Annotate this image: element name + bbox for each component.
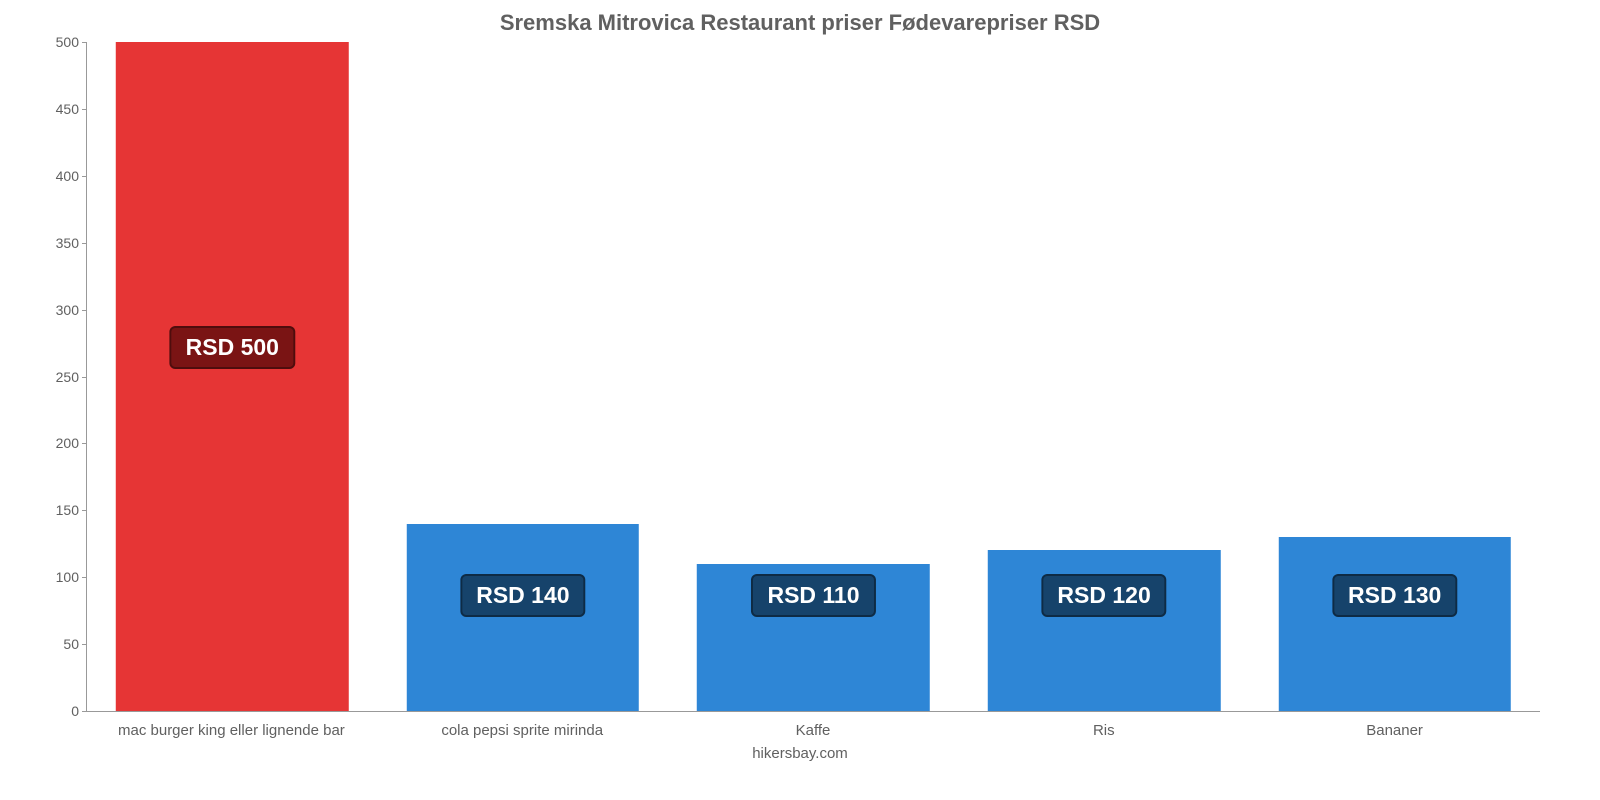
y-tick-label: 500	[56, 34, 79, 50]
bar-slot: RSD 120	[959, 42, 1250, 711]
y-tick-mark	[82, 577, 87, 578]
plot-area: RSD 500RSD 140RSD 110RSD 120RSD 130 0501…	[86, 42, 1540, 712]
value-badge: RSD 110	[751, 574, 875, 617]
x-axis-label: Bananer	[1249, 712, 1540, 739]
chart-title: Sremska Mitrovica Restaurant priser Føde…	[40, 10, 1560, 36]
bar	[407, 524, 639, 711]
y-tick-mark	[82, 42, 87, 43]
bar-slot: RSD 500	[87, 42, 378, 711]
x-axis-labels: mac burger king eller lignende barcola p…	[86, 712, 1540, 739]
price-chart: Sremska Mitrovica Restaurant priser Føde…	[0, 0, 1600, 800]
y-tick-label: 0	[71, 703, 79, 719]
value-badge: RSD 120	[1041, 574, 1166, 617]
y-tick-label: 200	[56, 435, 79, 451]
y-tick-label: 50	[63, 636, 79, 652]
y-tick-mark	[82, 510, 87, 511]
y-tick-mark	[82, 176, 87, 177]
y-tick-label: 450	[56, 101, 79, 117]
y-tick-label: 250	[56, 369, 79, 385]
x-axis-label: mac burger king eller lignende bar	[86, 712, 377, 739]
value-badge: RSD 130	[1332, 574, 1457, 617]
value-badge: RSD 500	[170, 326, 295, 369]
y-tick-mark	[82, 443, 87, 444]
y-tick-mark	[82, 310, 87, 311]
y-tick-label: 300	[56, 302, 79, 318]
y-tick-mark	[82, 243, 87, 244]
y-tick-mark	[82, 644, 87, 645]
value-badge: RSD 140	[460, 574, 585, 617]
y-tick-label: 350	[56, 235, 79, 251]
bar-slot: RSD 130	[1249, 42, 1540, 711]
y-tick-label: 150	[56, 502, 79, 518]
bars-container: RSD 500 RSD 140 RSD 110 RSD 120 RSD 130	[87, 42, 1540, 711]
x-axis-label: Ris	[958, 712, 1249, 739]
chart-footer: hikersbay.com	[40, 745, 1560, 762]
bar	[116, 42, 348, 711]
y-tick-mark	[82, 109, 87, 110]
y-tick-label: 400	[56, 168, 79, 184]
y-tick-label: 100	[56, 569, 79, 585]
y-tick-mark	[82, 377, 87, 378]
bar	[1278, 537, 1510, 711]
bar-slot: RSD 110	[668, 42, 959, 711]
bar-slot: RSD 140	[378, 42, 669, 711]
x-axis-label: Kaffe	[668, 712, 959, 739]
y-tick-mark	[82, 711, 87, 712]
x-axis-label: cola pepsi sprite mirinda	[377, 712, 668, 739]
